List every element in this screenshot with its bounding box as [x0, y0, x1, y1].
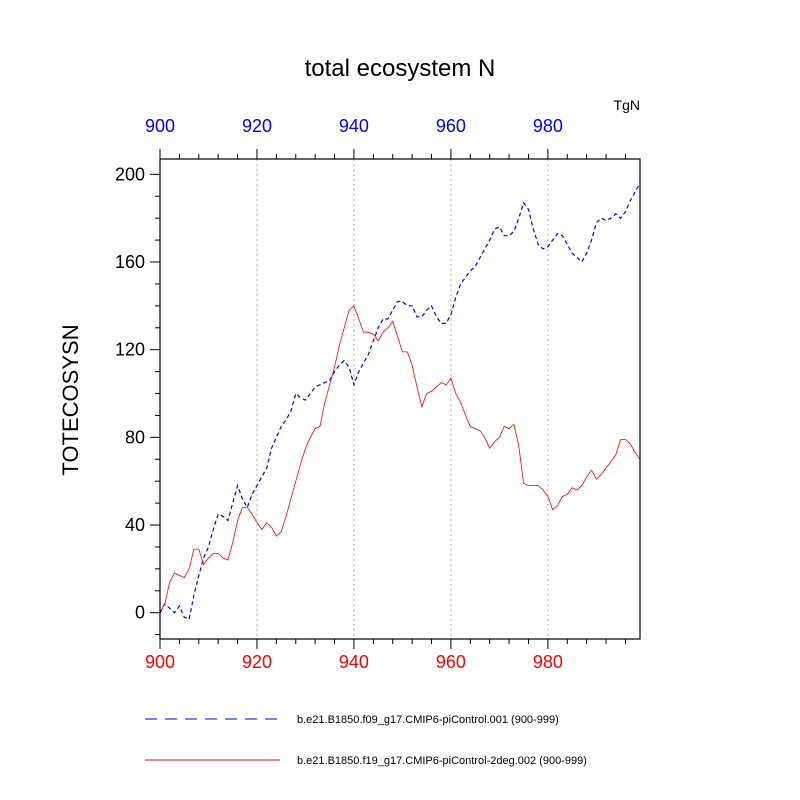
- grid-lines: [256, 159, 549, 639]
- series-line-1: [159, 182, 641, 621]
- plot-frame: [159, 158, 641, 640]
- x-top-tick-label-960: 960: [436, 116, 466, 136]
- x-bottom-tick-label-920: 920: [242, 652, 272, 672]
- legend: b.e21.B1850.f09_g17.CMIP6-piControl.001 …: [145, 714, 587, 767]
- series-line-2: [159, 305, 641, 613]
- y-tick-label-160: 160: [115, 252, 145, 272]
- x-bottom-tick-label-940: 940: [339, 652, 369, 672]
- legend-label-1: b.e21.B1850.f09_g17.CMIP6-piControl.001 …: [297, 714, 559, 726]
- x-top-tick-label-940: 940: [339, 116, 369, 136]
- y-axis-label: TOTECOSYSN: [58, 324, 83, 475]
- y-tick-label-80: 80: [125, 427, 145, 447]
- axes: 0 40 80 120 160 200 900 900 920 920 940 940 960 960 98…: [115, 116, 641, 672]
- legend-label-2: b.e21.B1850.f19_g17.CMIP6-piControl-2deg…: [297, 755, 587, 767]
- y-tick-label-120: 120: [115, 340, 145, 360]
- series-lines: [159, 182, 641, 621]
- x-top-tick-label-920: 920: [242, 116, 272, 136]
- y-tick-label-0: 0: [135, 603, 145, 623]
- units-label: TgN: [614, 97, 640, 113]
- x-bottom-tick-label-980: 980: [533, 652, 563, 672]
- x-bottom-tick-label-900: 900: [145, 652, 175, 672]
- x-top-tick-label-980: 980: [533, 116, 563, 136]
- chart-title: total ecosystem N: [305, 55, 496, 82]
- x-top-tick-label-900: 900: [145, 116, 175, 136]
- y-tick-label-40: 40: [125, 515, 145, 535]
- x-bottom-tick-label-960: 960: [436, 652, 466, 672]
- y-tick-label-200: 200: [115, 164, 145, 184]
